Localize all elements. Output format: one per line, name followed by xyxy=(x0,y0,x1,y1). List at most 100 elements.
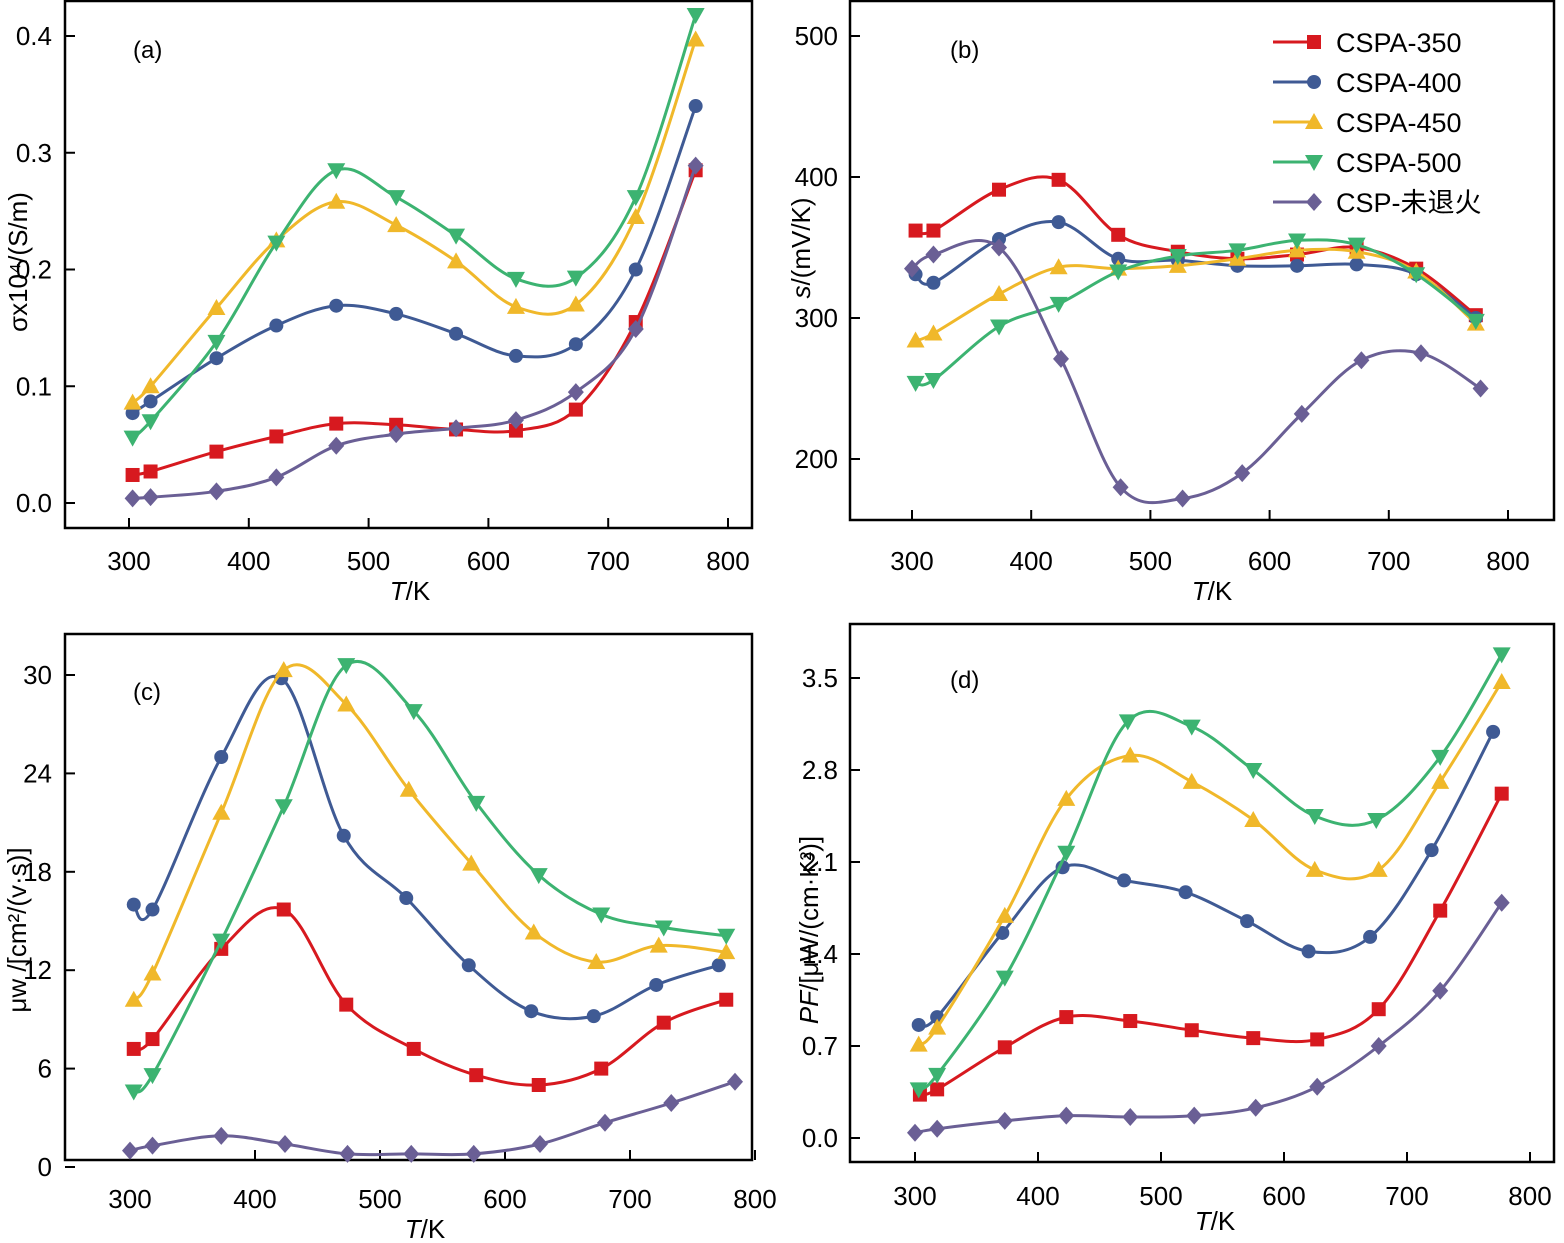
panel-a: 300 400 500 600 700 800 0.0 0.1 0.2 0.3 0.4 (a) T/… xyxy=(3,0,754,606)
data-point-cspa-500 xyxy=(1367,812,1386,829)
data-point-cspa-450 xyxy=(928,1018,947,1035)
legend-marker-circle-icon xyxy=(1307,75,1321,89)
data-point-cspa-400 xyxy=(336,828,351,843)
data-point-cspa-500 xyxy=(717,928,736,945)
series-cspa-350 xyxy=(126,902,734,1092)
series-cspa-350 xyxy=(125,163,703,482)
data-point-cspa-450 xyxy=(327,192,346,209)
series-cspa-450 xyxy=(124,661,736,1007)
data-point-cspa-350 xyxy=(926,223,941,238)
legend-entry-cspa-350: CSPA-350 xyxy=(1273,28,1462,58)
data-point-cspa-500 xyxy=(906,375,925,392)
data-point-cspa-450 xyxy=(212,803,231,820)
panel-d-xtick-label: 800 xyxy=(1508,1181,1551,1211)
data-point-cspa-400 xyxy=(1240,914,1255,929)
panel-d-ytick-label: 0.0 xyxy=(802,1123,838,1153)
series-line-cspa-500 xyxy=(131,13,698,440)
panel-c-ytick-label: 18 xyxy=(23,857,52,887)
data-point-cspa-500 xyxy=(529,868,548,885)
data-point-cspa-400 xyxy=(1290,258,1305,273)
data-point-cspa-450 xyxy=(717,943,736,960)
data-point-cspa-400 xyxy=(449,326,464,341)
data-point-cspa-450 xyxy=(626,207,645,224)
data-point-cspa-350 xyxy=(143,464,158,479)
data-point-cspa-500 xyxy=(1305,809,1324,825)
data-point-cspa-450 xyxy=(124,990,143,1007)
series-line-cspa-400 xyxy=(917,730,1495,1028)
legend-marker-square-icon xyxy=(1307,35,1321,49)
panel-b-ytick-label: 400 xyxy=(795,162,838,192)
panel-d-series xyxy=(907,647,1511,1142)
data-point-csp-unannealed xyxy=(1112,478,1129,497)
series-line-csp-unannealed xyxy=(131,164,698,500)
data-point-csp-unannealed xyxy=(1053,349,1069,368)
data-point-csp-unannealed xyxy=(727,1072,743,1091)
series-cspa-400 xyxy=(126,671,726,1024)
data-point-cspa-400 xyxy=(143,394,158,409)
data-point-cspa-400 xyxy=(145,902,160,917)
data-point-cspa-350 xyxy=(1059,1010,1074,1025)
data-point-cspa-400 xyxy=(125,406,140,421)
data-point-csp-unannealed xyxy=(991,238,1008,257)
data-point-cspa-400 xyxy=(1301,944,1316,959)
series-line-cspa-350 xyxy=(131,168,698,477)
data-point-cspa-500 xyxy=(274,799,293,816)
data-point-csp-unannealed xyxy=(1353,351,1370,370)
series-line-csp-unannealed xyxy=(910,239,1483,505)
panel-d-ytick-label: 2.1 xyxy=(802,847,838,877)
data-point-csp-unannealed xyxy=(929,1119,946,1138)
data-point-cspa-500 xyxy=(654,920,673,937)
panel-b: 300 400 500 600 700 800 200 300 400 500 (b) T/K s… xyxy=(786,0,1556,606)
series-cspa-350 xyxy=(912,786,1509,1102)
data-point-cspa-450 xyxy=(1305,860,1324,877)
panel-c-xlabel: T/K xyxy=(405,1214,446,1243)
panel-c-series xyxy=(122,658,743,1163)
data-point-cspa-350 xyxy=(125,467,140,482)
panel-d-ytick-label: 0.7 xyxy=(802,1031,838,1061)
data-point-cspa-350 xyxy=(406,1041,421,1056)
data-point-cspa-450 xyxy=(462,854,481,871)
data-point-cspa-400 xyxy=(209,351,224,366)
data-point-cspa-450 xyxy=(143,964,162,981)
data-point-cspa-500 xyxy=(387,190,406,207)
data-point-cspa-350 xyxy=(1123,1014,1138,1029)
data-point-cspa-400 xyxy=(508,348,523,363)
data-point-cspa-450 xyxy=(587,953,606,969)
data-point-cspa-400 xyxy=(1111,251,1126,266)
data-point-csp-unannealed xyxy=(277,1135,293,1154)
data-point-cspa-450 xyxy=(524,923,543,940)
data-point-csp-unannealed xyxy=(268,468,285,487)
panel-b-xtick-label: 700 xyxy=(1367,546,1410,576)
data-point-cspa-450 xyxy=(995,906,1014,923)
data-point-cspa-450 xyxy=(1369,860,1388,877)
series-cspa-500 xyxy=(124,658,736,1101)
data-point-cspa-500 xyxy=(1228,243,1247,260)
data-point-cspa-450 xyxy=(909,1035,928,1052)
data-point-csp-unannealed xyxy=(1493,893,1510,912)
legend-marker-triangle-up-icon xyxy=(1305,113,1323,129)
data-point-cspa-500 xyxy=(1182,719,1201,736)
panel-d-tag: (d) xyxy=(950,667,979,694)
data-point-cspa-450 xyxy=(1244,810,1263,827)
data-point-csp-unannealed xyxy=(213,1126,230,1145)
series-cspa-500 xyxy=(906,233,1485,392)
panel-a-xtick-label: 800 xyxy=(706,546,749,576)
data-point-cspa-450 xyxy=(1057,789,1076,806)
data-point-cspa-500 xyxy=(909,1082,928,1099)
data-point-cspa-400 xyxy=(628,262,643,277)
data-point-csp-unannealed xyxy=(907,1123,923,1142)
data-point-cspa-450 xyxy=(1492,672,1511,689)
data-point-cspa-400 xyxy=(399,891,414,906)
data-point-cspa-500 xyxy=(626,190,645,207)
data-point-cspa-350 xyxy=(469,1068,484,1083)
data-point-cspa-450 xyxy=(1049,258,1068,275)
data-point-cspa-500 xyxy=(1057,845,1076,862)
data-point-cspa-400 xyxy=(1424,843,1439,858)
series-csp-unannealed xyxy=(124,156,704,508)
panel-d: 300 400 500 600 700 800 0.0 0.7 1.4 2.1 2.8 3.5 (d)… xyxy=(794,622,1556,1236)
data-point-csp-unannealed xyxy=(1432,981,1449,1000)
data-point-cspa-400 xyxy=(649,977,664,992)
data-point-csp-unannealed xyxy=(1058,1106,1075,1125)
data-point-cspa-450 xyxy=(207,299,226,316)
